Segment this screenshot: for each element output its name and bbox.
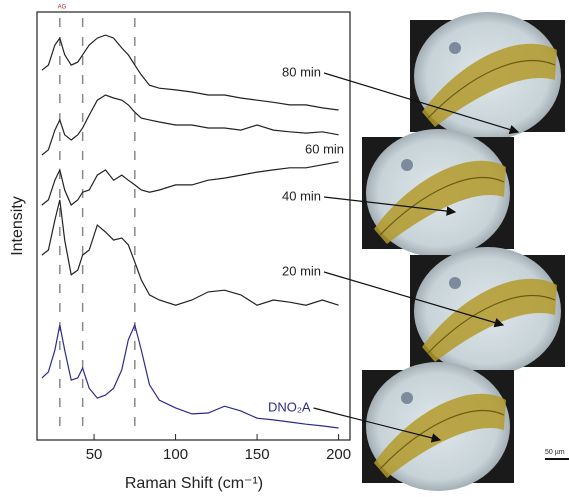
debris	[449, 277, 461, 289]
spectrum-line	[41, 34, 339, 111]
arrow	[323, 196, 457, 216]
spectrum-line	[41, 323, 339, 429]
series-label: 20 min	[282, 263, 321, 278]
x-axis-label: Raman Shift (cm⁻¹)	[125, 475, 263, 492]
debris	[449, 42, 461, 54]
crystal-edge	[379, 410, 505, 470]
x-tick-label: 200	[326, 446, 351, 463]
arrow	[313, 407, 442, 443]
debris	[401, 159, 413, 171]
micrographs	[362, 12, 565, 491]
crystal	[374, 160, 506, 244]
plot-frame	[36, 11, 351, 441]
spectrum-line	[41, 161, 339, 206]
series-label: DNO₂A	[268, 399, 311, 414]
series-label: 60 min	[305, 141, 344, 156]
x-tick-label: 100	[163, 446, 188, 463]
plot-area: 50 100 150 200 AG 80 min 60 min 40 min 20 min DNO…	[41, 5, 351, 463]
crystal	[422, 43, 557, 127]
crystal-edge	[427, 295, 556, 354]
series-label: 40 min	[282, 188, 321, 203]
arrow	[323, 72, 520, 135]
x-tick-label: 150	[245, 446, 270, 463]
peak-label: AG	[58, 5, 67, 11]
spectrum-line	[41, 94, 339, 156]
y-axis-label: Intensity	[9, 196, 26, 256]
crystal-edge	[379, 177, 505, 236]
spectrum-line	[41, 199, 339, 306]
debris	[401, 392, 413, 404]
arrow	[323, 271, 505, 328]
scale-bar-label: 50 µm	[545, 449, 565, 456]
x-tick-label: 50	[86, 446, 103, 463]
series-label: 80 min	[282, 64, 321, 79]
crystal-edge	[427, 60, 556, 119]
